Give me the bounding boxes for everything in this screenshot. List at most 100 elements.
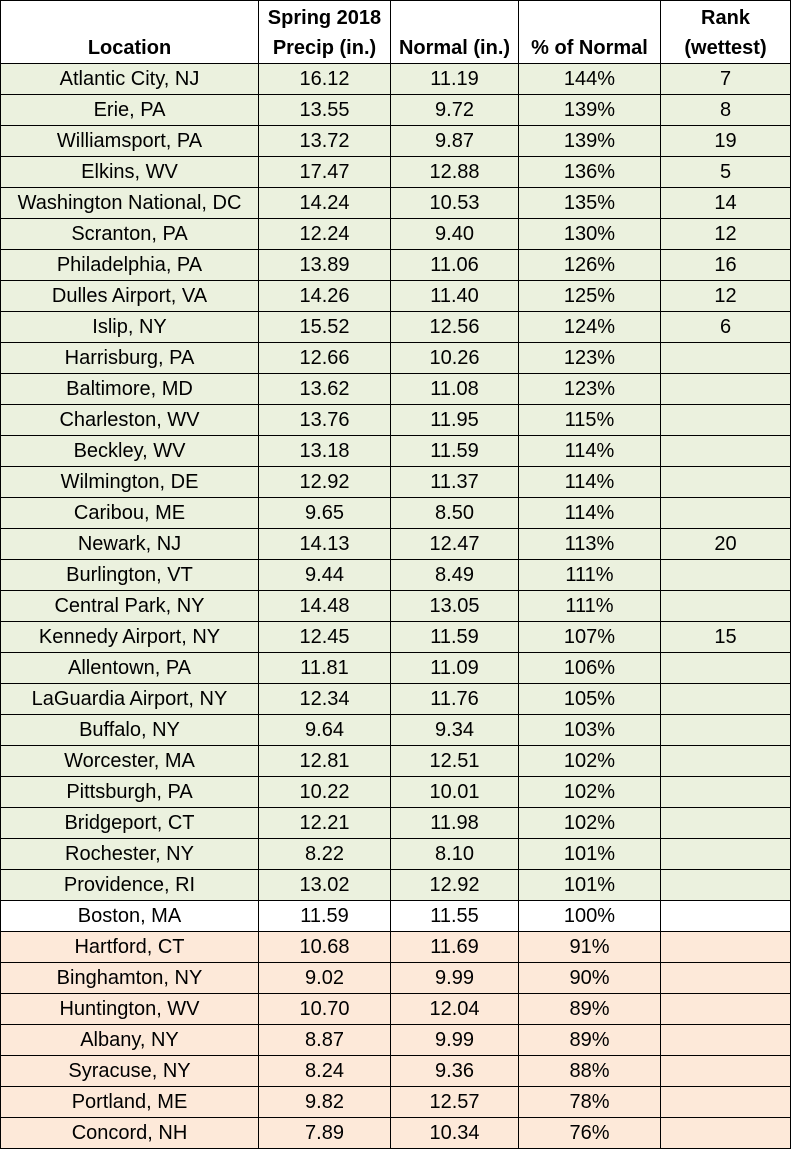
- table-row: Islip, NY 15.52 12.56 124% 6: [0, 311, 791, 343]
- table-body: Atlantic City, NJ 16.12 11.19 144% 7 Erie, PA…: [0, 63, 791, 1149]
- cell-percent-normal: 91%: [518, 931, 661, 963]
- cell-location: LaGuardia Airport, NY: [0, 683, 259, 715]
- cell-percent-normal: 102%: [518, 745, 661, 777]
- cell-precip: 9.64: [258, 714, 391, 746]
- cell-location: Erie, PA: [0, 94, 259, 126]
- cell-percent-normal: 114%: [518, 435, 661, 467]
- cell-precip: 14.24: [258, 187, 391, 219]
- cell-normal: 12.88: [390, 156, 519, 188]
- cell-location: Syracuse, NY: [0, 1055, 259, 1087]
- cell-precip: 12.45: [258, 621, 391, 653]
- cell-precip: 12.21: [258, 807, 391, 839]
- cell-normal: 9.72: [390, 94, 519, 126]
- cell-normal: 11.19: [390, 63, 519, 95]
- cell-normal: 12.04: [390, 993, 519, 1025]
- table-row: Rochester, NY 8.22 8.10 101%: [0, 838, 791, 870]
- table-row: Dulles Airport, VA 14.26 11.40 125% 12: [0, 280, 791, 312]
- cell-location: Boston, MA: [0, 900, 259, 932]
- cell-location: Providence, RI: [0, 869, 259, 901]
- table-row: Concord, NH 7.89 10.34 76%: [0, 1117, 791, 1149]
- table-row: Buffalo, NY 9.64 9.34 103%: [0, 714, 791, 746]
- table-row: Portland, ME 9.82 12.57 78%: [0, 1086, 791, 1118]
- cell-rank: [660, 838, 791, 870]
- cell-location: Burlington, VT: [0, 559, 259, 591]
- cell-percent-normal: 101%: [518, 838, 661, 870]
- cell-precip: 9.44: [258, 559, 391, 591]
- cell-rank: 6: [660, 311, 791, 343]
- cell-rank: [660, 342, 791, 374]
- cell-normal: 11.06: [390, 249, 519, 281]
- cell-precip: 9.65: [258, 497, 391, 529]
- cell-location: Baltimore, MD: [0, 373, 259, 405]
- cell-location: Hartford, CT: [0, 931, 259, 963]
- table-row: Kennedy Airport, NY 12.45 11.59 107% 15: [0, 621, 791, 653]
- cell-location: Williamsport, PA: [0, 125, 259, 157]
- header-rank: Rank (wettest): [660, 0, 791, 64]
- cell-location: Islip, NY: [0, 311, 259, 343]
- cell-percent-normal: 106%: [518, 652, 661, 684]
- cell-location: Elkins, WV: [0, 156, 259, 188]
- cell-percent-normal: 102%: [518, 776, 661, 808]
- cell-precip: 12.81: [258, 745, 391, 777]
- cell-rank: [660, 373, 791, 405]
- table-row: Huntington, WV 10.70 12.04 89%: [0, 993, 791, 1025]
- cell-percent-normal: 115%: [518, 404, 661, 436]
- cell-location: Scranton, PA: [0, 218, 259, 250]
- cell-precip: 13.89: [258, 249, 391, 281]
- cell-rank: 15: [660, 621, 791, 653]
- cell-rank: [660, 993, 791, 1025]
- cell-precip: 10.70: [258, 993, 391, 1025]
- cell-normal: 11.59: [390, 621, 519, 653]
- cell-precip: 12.92: [258, 466, 391, 498]
- cell-normal: 9.34: [390, 714, 519, 746]
- cell-normal: 10.34: [390, 1117, 519, 1149]
- cell-normal: 13.05: [390, 590, 519, 622]
- table-row: Erie, PA 13.55 9.72 139% 8: [0, 94, 791, 126]
- cell-percent-normal: 105%: [518, 683, 661, 715]
- cell-location: Central Park, NY: [0, 590, 259, 622]
- cell-precip: 9.02: [258, 962, 391, 994]
- cell-precip: 8.24: [258, 1055, 391, 1087]
- cell-location: Bridgeport, CT: [0, 807, 259, 839]
- cell-rank: 12: [660, 280, 791, 312]
- cell-location: Newark, NJ: [0, 528, 259, 560]
- cell-percent-normal: 78%: [518, 1086, 661, 1118]
- cell-normal: 11.59: [390, 435, 519, 467]
- cell-normal: 11.40: [390, 280, 519, 312]
- cell-rank: [660, 435, 791, 467]
- cell-normal: 11.55: [390, 900, 519, 932]
- cell-rank: [660, 404, 791, 436]
- header-row: Location Spring 2018 Precip (in.) Normal …: [0, 0, 791, 64]
- table-row: Scranton, PA 12.24 9.40 130% 12: [0, 218, 791, 250]
- cell-rank: [660, 869, 791, 901]
- cell-rank: [660, 1117, 791, 1149]
- cell-percent-normal: 76%: [518, 1117, 661, 1149]
- cell-precip: 11.59: [258, 900, 391, 932]
- cell-location: Atlantic City, NJ: [0, 63, 259, 95]
- table-row: Pittsburgh, PA 10.22 10.01 102%: [0, 776, 791, 808]
- cell-location: Dulles Airport, VA: [0, 280, 259, 312]
- cell-location: Albany, NY: [0, 1024, 259, 1056]
- cell-normal: 12.92: [390, 869, 519, 901]
- cell-rank: 8: [660, 94, 791, 126]
- cell-location: Wilmington, DE: [0, 466, 259, 498]
- cell-percent-normal: 126%: [518, 249, 661, 281]
- table-row: Providence, RI 13.02 12.92 101%: [0, 869, 791, 901]
- table-row: Williamsport, PA 13.72 9.87 139% 19: [0, 125, 791, 157]
- cell-rank: [660, 683, 791, 715]
- cell-location: Rochester, NY: [0, 838, 259, 870]
- cell-precip: 8.22: [258, 838, 391, 870]
- cell-rank: [660, 652, 791, 684]
- cell-percent-normal: 89%: [518, 993, 661, 1025]
- cell-normal: 8.50: [390, 497, 519, 529]
- cell-percent-normal: 111%: [518, 590, 661, 622]
- table-row: Syracuse, NY 8.24 9.36 88%: [0, 1055, 791, 1087]
- cell-rank: 19: [660, 125, 791, 157]
- table-row: Charleston, WV 13.76 11.95 115%: [0, 404, 791, 436]
- cell-location: Buffalo, NY: [0, 714, 259, 746]
- cell-percent-normal: 101%: [518, 869, 661, 901]
- cell-location: Charleston, WV: [0, 404, 259, 436]
- table-row: Boston, MA 11.59 11.55 100%: [0, 900, 791, 932]
- cell-precip: 13.18: [258, 435, 391, 467]
- table-row: Washington National, DC 14.24 10.53 135% 14: [0, 187, 791, 219]
